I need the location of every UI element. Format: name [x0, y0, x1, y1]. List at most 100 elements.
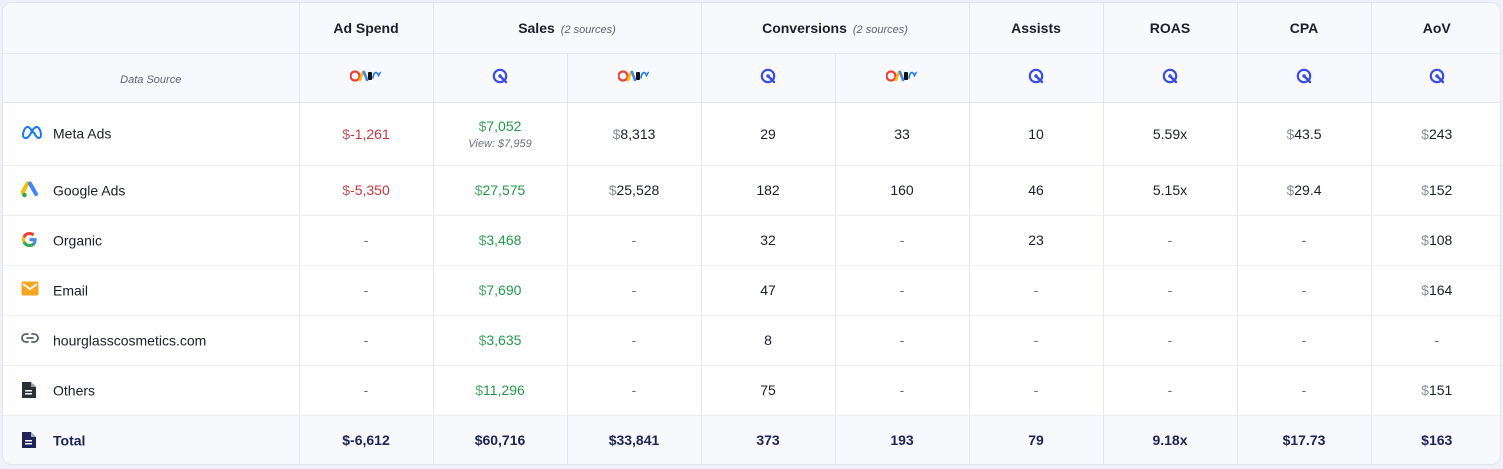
sales-px-cell: $7,052 View: $7,959	[433, 102, 568, 166]
ad-spend-cell-dash: -	[363, 232, 369, 248]
sales-px-cell: $11,296	[433, 365, 568, 416]
sales-px-value: $3,635	[479, 332, 522, 348]
aov-cell: $164	[1371, 265, 1500, 316]
platform-logos-icon	[885, 69, 918, 86]
total-assists: 79	[969, 415, 1104, 464]
conversions-header[interactable]: Conversions (2 sources)	[701, 3, 970, 54]
sales-platform-cell: -	[567, 315, 702, 366]
tracker-icon	[1429, 68, 1445, 87]
ad-spend-cell-value: $-1,261	[342, 126, 390, 142]
roas-cell-value: -	[1167, 282, 1173, 298]
dollar-sign: $	[478, 282, 487, 298]
roas-cell-value: -	[1167, 382, 1173, 398]
cpa-cell-dash: -	[1301, 382, 1307, 398]
roas-cell-value: -	[1167, 232, 1173, 248]
dollar-sign: $	[1421, 232, 1429, 248]
sales-px-amount: 7,052	[486, 117, 522, 134]
conv-px-cell: 29	[701, 102, 836, 166]
ad-spend-header[interactable]: Ad Spend	[299, 3, 434, 54]
aov-cell-amount: 152	[1428, 182, 1453, 198]
ad-spend-cell-dash: -	[363, 282, 369, 298]
conv-px-cell-value: 182	[756, 182, 780, 198]
google-icon	[21, 231, 43, 249]
conv-px-cell-value: 8	[764, 332, 772, 348]
total-label-cell: Total	[3, 415, 300, 464]
cpa-cell-amount: 43.5	[1294, 125, 1322, 142]
conv-platform-cell-value: 160	[890, 182, 914, 198]
src-sales-platform	[567, 53, 702, 103]
aov-cell: $152	[1371, 165, 1500, 216]
aov-cell-amount: 164	[1428, 282, 1453, 298]
table-row[interactable]: Organic - $3,468 - 32 - 23 - - $108	[3, 215, 1500, 266]
assists-cell: 23	[969, 215, 1104, 266]
channel-label: Meta Ads	[53, 125, 112, 142]
channel-label: Google Ads	[53, 182, 126, 199]
src-aov	[1371, 53, 1500, 103]
aov-cell: $243	[1371, 102, 1500, 166]
channel-cell: Email	[3, 265, 300, 316]
sales-sources-note: (2 sources)	[560, 23, 616, 36]
table-row[interactable]: Google Ads $-5,350 $27,575 $25,528 182 1…	[3, 165, 1500, 216]
assists-cell-value: -	[1033, 332, 1039, 348]
sales-platform-cell-dash: -	[631, 332, 637, 348]
table-row[interactable]: Meta Ads $-1,261 $7,052 View: $7,959 $8,3…	[3, 102, 1500, 166]
cpa-cell-amount: 29.4	[1294, 182, 1322, 198]
ad-spend-cell: -	[299, 365, 434, 416]
table-row[interactable]: Email - $7,690 - 47 - - - - $164	[3, 265, 1500, 316]
meta-icon	[21, 125, 43, 143]
aov-cell-amount: 243	[1428, 125, 1453, 142]
src-conv-px	[701, 53, 836, 103]
table-row[interactable]: hourglasscosmetics.com - $3,635 - 8 - - …	[3, 315, 1500, 366]
sales-platform-cell-dash: -	[631, 282, 637, 298]
aov-cell-value: $108	[1421, 232, 1452, 248]
sales-px-value: $3,468	[479, 232, 522, 248]
total-document-icon	[21, 431, 43, 449]
aov-cell: $108	[1371, 215, 1500, 266]
conv-px-cell-value: 75	[760, 382, 776, 398]
roas-cell: -	[1103, 315, 1238, 366]
sales-px-value: $11,296	[475, 382, 525, 398]
assists-header[interactable]: Assists	[969, 3, 1104, 54]
roas-cell-value: 5.59x	[1152, 125, 1188, 142]
dollar-sign: $	[1421, 125, 1429, 142]
sales-platform-cell-amount: 8,313	[620, 125, 656, 142]
ad-spend-cell-dash: -	[363, 382, 369, 398]
sales-px-amount: 3,635	[486, 332, 522, 348]
assists-header-label: Assists	[1011, 19, 1061, 36]
sales-platform-cell: $25,528	[567, 165, 702, 216]
roas-header-label: ROAS	[1149, 19, 1191, 36]
total-aov: $163	[1371, 415, 1500, 464]
conv-px-cell-value: 47	[760, 282, 776, 298]
sales-platform-cell-dash: -	[631, 232, 637, 248]
assists-cell-value: 23	[1028, 232, 1044, 248]
conversions-header-label: Conversions	[762, 19, 847, 36]
channel-cell: Organic	[3, 215, 300, 266]
conv-platform-cell: -	[835, 365, 970, 416]
sales-header[interactable]: Sales (2 sources)	[433, 3, 702, 54]
cpa-header[interactable]: CPA	[1237, 3, 1372, 54]
dollar-sign: $	[478, 117, 487, 134]
table-row[interactable]: Others - $11,296 - 75 - - - - $151	[3, 365, 1500, 416]
channel-header	[3, 3, 300, 54]
sales-px-amount: 27,575	[482, 182, 526, 198]
sales-view-note: View: $7,959	[468, 137, 532, 150]
conv-platform-cell-value: -	[899, 282, 905, 298]
aov-header[interactable]: AoV	[1371, 3, 1500, 54]
assists-cell: -	[969, 315, 1104, 366]
dollar-sign: $	[1286, 125, 1295, 142]
dollar-sign: $	[612, 125, 621, 142]
sales-header-label: Sales	[518, 19, 555, 36]
ad-spend-header-label: Ad Spend	[333, 19, 399, 36]
conv-platform-cell: 160	[835, 165, 970, 216]
cpa-header-label: CPA	[1289, 19, 1319, 36]
sales-px-value: $7,690	[479, 282, 522, 298]
document-icon	[21, 381, 43, 399]
channel-label: Others	[53, 382, 96, 399]
assists-cell: 10	[969, 102, 1104, 166]
roas-header[interactable]: ROAS	[1103, 3, 1238, 54]
aov-cell-value: $152	[1421, 182, 1452, 198]
total-row: Total $-6,612 $60,716 $33,841 373 193 79…	[3, 415, 1500, 464]
aov-cell-amount: 108	[1428, 232, 1453, 248]
sales-platform-cell-value: $8,313	[613, 126, 656, 142]
src-assists	[969, 53, 1104, 103]
